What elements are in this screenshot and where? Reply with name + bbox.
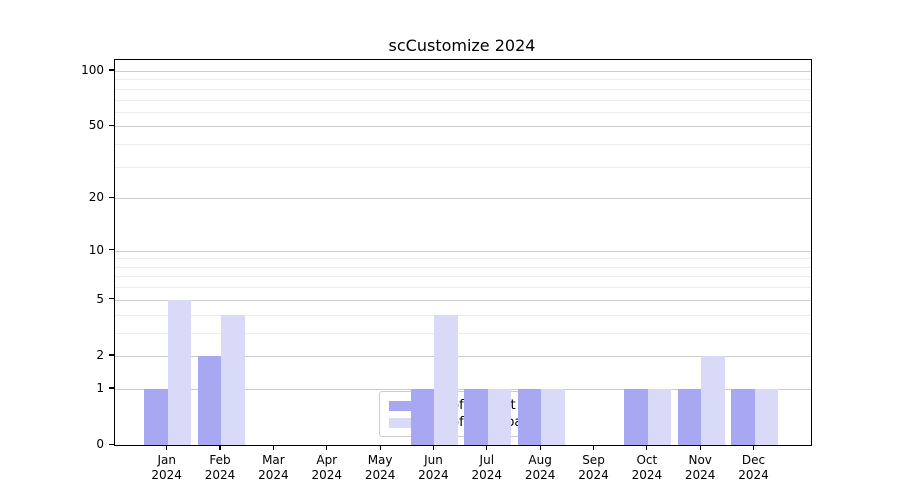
x-tick-label: May 2024 bbox=[364, 453, 396, 482]
x-tick-label: Jul 2024 bbox=[471, 453, 503, 482]
y-tick-label: 10 bbox=[88, 242, 104, 257]
legend-swatch-distinct-ips bbox=[389, 400, 416, 411]
y-tick-label: 1 bbox=[96, 380, 104, 395]
x-tick-label: Aug 2024 bbox=[524, 453, 556, 482]
gridline-major bbox=[115, 250, 811, 252]
x-tick-label: Dec 2024 bbox=[738, 453, 769, 482]
gridline-minor bbox=[115, 144, 811, 146]
bar-downloads bbox=[647, 388, 672, 445]
x-tick-mark bbox=[219, 445, 221, 450]
bar-distinct-ips bbox=[410, 388, 435, 445]
x-tick-mark bbox=[646, 445, 648, 450]
x-tick-mark bbox=[432, 445, 435, 450]
y-tick-label: 5 bbox=[96, 291, 104, 306]
y-tick-mark bbox=[109, 69, 114, 71]
y-tick-mark bbox=[109, 196, 114, 198]
gridline-minor bbox=[115, 79, 811, 81]
gridline-minor bbox=[115, 166, 811, 168]
plot-area: Nb of distinct IPsNb of downloads bbox=[114, 59, 812, 446]
chart-title: scCustomize 2024 bbox=[388, 36, 536, 55]
bar-distinct-ips bbox=[731, 388, 755, 445]
bar-distinct-ips bbox=[624, 388, 648, 445]
x-tick-mark bbox=[592, 445, 595, 450]
y-tick-mark bbox=[109, 387, 114, 389]
bar-distinct-ips bbox=[144, 388, 168, 445]
bar-distinct-ips bbox=[464, 388, 488, 445]
bar-downloads bbox=[167, 299, 192, 445]
gridline-minor bbox=[115, 276, 811, 278]
x-tick-label: Sep 2024 bbox=[578, 453, 609, 482]
y-tick-label: 0 bbox=[96, 437, 104, 451]
bar-downloads bbox=[754, 388, 779, 445]
gridline-minor bbox=[115, 332, 811, 334]
bar-distinct-ips bbox=[197, 355, 222, 445]
x-tick-mark bbox=[272, 445, 274, 450]
x-tick-mark bbox=[539, 445, 541, 450]
x-tick-mark bbox=[699, 445, 701, 450]
gridline-major bbox=[115, 126, 811, 128]
bar-distinct-ips bbox=[677, 388, 702, 445]
bar-downloads bbox=[434, 314, 458, 445]
y-tick-label: 2 bbox=[96, 347, 104, 362]
x-tick-label: Apr 2024 bbox=[311, 453, 343, 482]
bar-downloads bbox=[487, 388, 512, 445]
x-tick-mark bbox=[326, 445, 328, 450]
x-tick-label: Oct 2024 bbox=[631, 453, 663, 482]
y-tick-mark bbox=[109, 443, 114, 445]
y-tick-mark bbox=[109, 354, 114, 356]
bar-distinct-ips bbox=[517, 388, 542, 445]
gridline-minor bbox=[115, 99, 811, 101]
x-tick-mark bbox=[486, 445, 488, 450]
x-tick-mark bbox=[379, 445, 381, 450]
bar-downloads bbox=[221, 314, 245, 445]
gridline-minor bbox=[115, 266, 811, 268]
gridline-major bbox=[115, 299, 811, 301]
gridline-minor bbox=[115, 287, 811, 289]
x-tick-label: Mar 2024 bbox=[258, 453, 289, 482]
x-tick-mark bbox=[752, 445, 755, 450]
gridline-minor bbox=[115, 258, 811, 260]
x-tick-label: Nov 2024 bbox=[684, 453, 716, 482]
y-tick-label: 100 bbox=[81, 62, 104, 77]
gridline-major bbox=[115, 355, 811, 357]
x-tick-label: Jan 2024 bbox=[151, 453, 182, 482]
y-tick-mark bbox=[109, 249, 114, 251]
x-tick-label: Jun 2024 bbox=[418, 453, 449, 482]
y-tick-mark bbox=[109, 298, 114, 300]
gridline-major bbox=[115, 70, 811, 72]
x-tick-mark bbox=[166, 445, 168, 450]
gridline-minor bbox=[115, 88, 811, 90]
gridline-major bbox=[115, 388, 811, 390]
y-tick-label: 50 bbox=[88, 118, 104, 133]
y-tick-label: 20 bbox=[88, 190, 104, 205]
gridline-minor bbox=[115, 314, 811, 316]
bar-downloads bbox=[701, 355, 725, 445]
y-tick-mark bbox=[109, 124, 114, 127]
legend-swatch-downloads bbox=[389, 417, 416, 428]
x-tick-label: Feb 2024 bbox=[204, 453, 236, 482]
bar-downloads bbox=[541, 388, 565, 445]
gridline-major bbox=[115, 198, 811, 200]
gridline-minor bbox=[115, 111, 811, 113]
